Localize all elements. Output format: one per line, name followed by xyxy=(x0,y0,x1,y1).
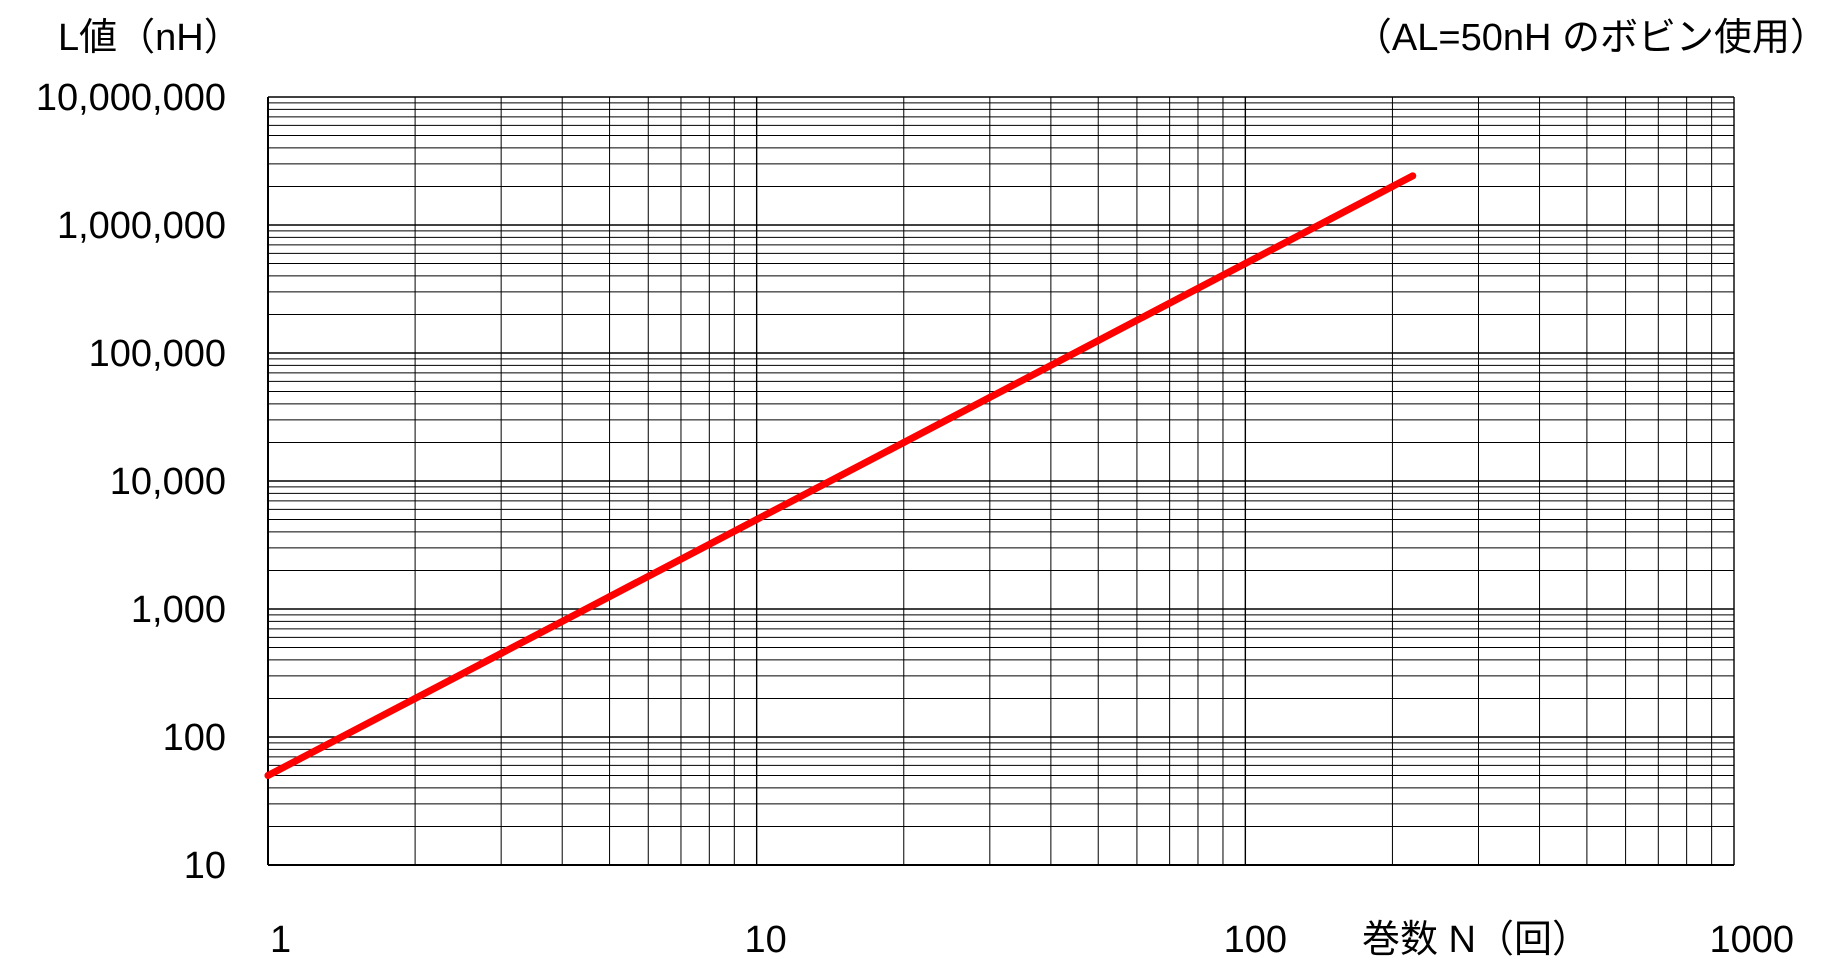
y-tick-label: 100 xyxy=(163,717,226,759)
data-point xyxy=(1094,337,1102,345)
x-tick-label: 1000 xyxy=(1709,919,1794,961)
tick-labels: 10 100 1,000 10,000 100,000 1,000,000 10,000,0… xyxy=(36,77,1794,961)
y-tick-label: 10,000 xyxy=(110,461,226,503)
x-tick-label: 10 xyxy=(745,919,787,961)
data-point xyxy=(264,772,272,780)
data-point xyxy=(1327,214,1335,222)
y-tick-label: 10 xyxy=(184,845,226,887)
data-point xyxy=(753,516,761,524)
data-point xyxy=(986,393,994,401)
chart-annotation: （AL=50nH のボビン使用） xyxy=(1354,17,1828,59)
y-tick-label: 1,000 xyxy=(131,589,226,631)
y-axis-label: L値（nH） xyxy=(58,17,242,59)
y-tick-label: 10,000,000 xyxy=(36,77,226,119)
data-point xyxy=(411,694,419,702)
y-tick-label: 1,000,000 xyxy=(57,205,226,247)
data-point xyxy=(900,438,908,446)
grid xyxy=(267,96,1735,866)
x-tick-label: 100 xyxy=(1224,919,1287,961)
series-line-1 xyxy=(264,172,1417,779)
data-point xyxy=(1388,182,1396,190)
data-point xyxy=(606,593,614,601)
y-tick-label: 100,000 xyxy=(89,333,226,375)
x-tick-label: 1 xyxy=(270,919,291,961)
data-point xyxy=(1241,260,1249,268)
data-point xyxy=(497,649,505,657)
axes xyxy=(267,97,1734,866)
x-axis-label: 巻数 N（回） xyxy=(1362,919,1590,961)
data-point xyxy=(1409,172,1417,180)
series-layer xyxy=(264,172,1417,780)
